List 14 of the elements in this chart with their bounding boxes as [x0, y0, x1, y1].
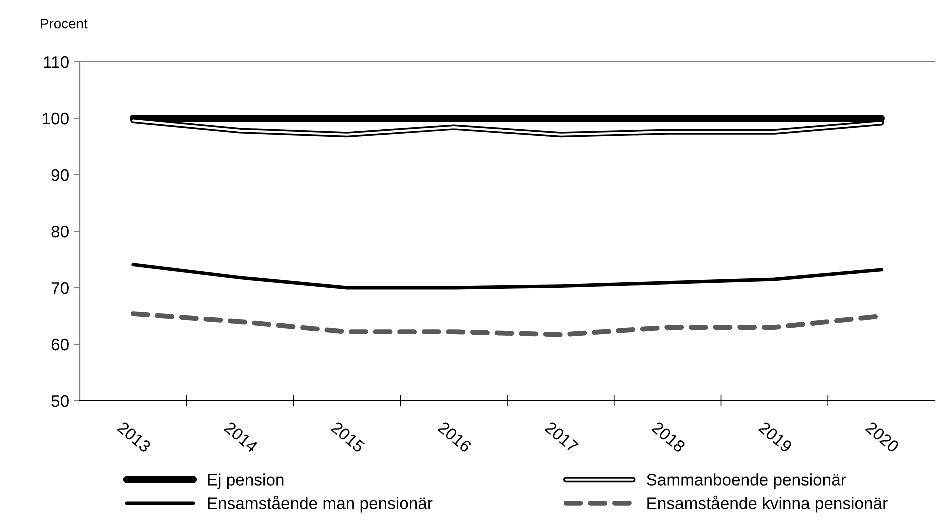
y-tick-label: 90 [52, 169, 69, 182]
y-tick-label: 70 [52, 282, 69, 294]
y-tick-label: 110 [44, 56, 69, 68]
y-tick-label: 100 [43, 112, 69, 125]
legend-label: Sammanboende pensionär [647, 474, 846, 490]
legend-label: Ensamstående man pensionär [208, 496, 433, 513]
x-tick-label: 2017 [544, 421, 580, 454]
legend-label: Ensamstående kvinna pensionär [648, 496, 888, 513]
legend-label: Ej pension [208, 474, 284, 490]
y-tick-label: 80 [52, 226, 69, 238]
y-tick-label: 50 [52, 395, 69, 408]
line-series [132, 263, 884, 290]
y-axis-title: Procent [41, 19, 88, 29]
y-tick-label: 60 [52, 338, 69, 351]
